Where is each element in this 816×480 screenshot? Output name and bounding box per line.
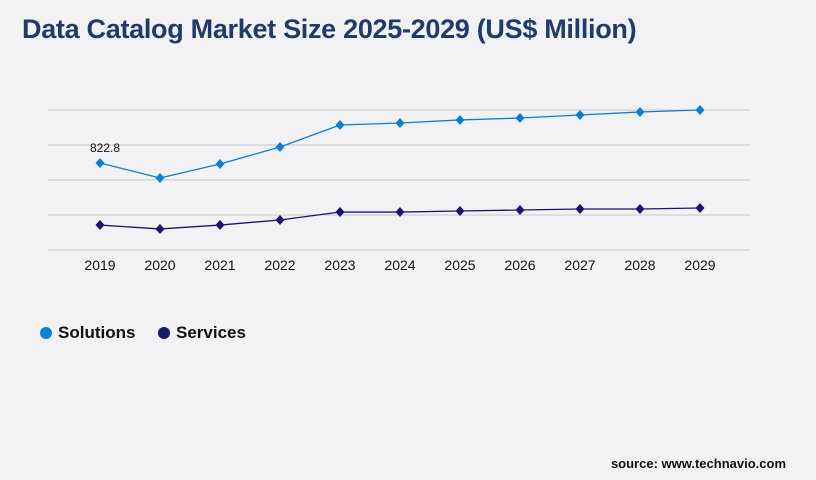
x-tick-label: 2026 — [504, 257, 535, 273]
legend-item-solutions: Solutions — [40, 323, 135, 343]
data-point-services — [275, 214, 285, 225]
chart-title: Data Catalog Market Size 2025-2029 (US$ … — [22, 14, 637, 44]
data-point-services — [95, 220, 105, 231]
x-tick-label: 2027 — [564, 257, 595, 273]
data-point-services — [335, 207, 345, 218]
data-point-services — [575, 203, 585, 214]
data-point-services — [155, 223, 165, 234]
solutions-legend-marker — [40, 327, 52, 339]
data-point-solutions — [95, 157, 105, 168]
x-tick-label: 2025 — [444, 257, 475, 273]
data-point-solutions — [575, 109, 585, 120]
data-point-services — [695, 203, 705, 214]
data-point-solutions — [455, 114, 465, 125]
data-point-solutions — [275, 142, 285, 153]
x-tick-label: 2021 — [204, 257, 235, 273]
x-tick-label: 2029 — [684, 257, 715, 273]
data-point-services — [215, 220, 225, 231]
x-tick-label: 2022 — [264, 257, 295, 273]
data-point-solutions — [695, 105, 705, 115]
data-point-services — [515, 205, 525, 216]
legend-label-solutions: Solutions — [58, 323, 136, 342]
legend-label-services: Services — [176, 323, 246, 342]
data-point-solutions — [395, 118, 405, 129]
data-point-services — [635, 203, 645, 214]
x-tick-label: 2019 — [84, 257, 115, 273]
x-tick-label: 2024 — [384, 257, 415, 273]
x-tick-label: 2020 — [144, 257, 175, 273]
data-point-solutions — [215, 159, 225, 170]
x-tick-label: 2028 — [624, 257, 655, 273]
data-label: 822.8 — [90, 141, 120, 155]
data-point-solutions — [155, 172, 165, 183]
services-legend-marker — [158, 327, 170, 339]
data-point-solutions — [335, 120, 345, 131]
data-point-solutions — [515, 113, 525, 124]
x-tick-label: 2023 — [324, 257, 355, 273]
data-point-solutions — [635, 107, 645, 118]
source-text: source: www.technavio.com — [610, 456, 786, 471]
data-point-services — [455, 205, 465, 216]
legend-item-services: Services — [158, 323, 246, 343]
data-point-services — [395, 207, 405, 218]
